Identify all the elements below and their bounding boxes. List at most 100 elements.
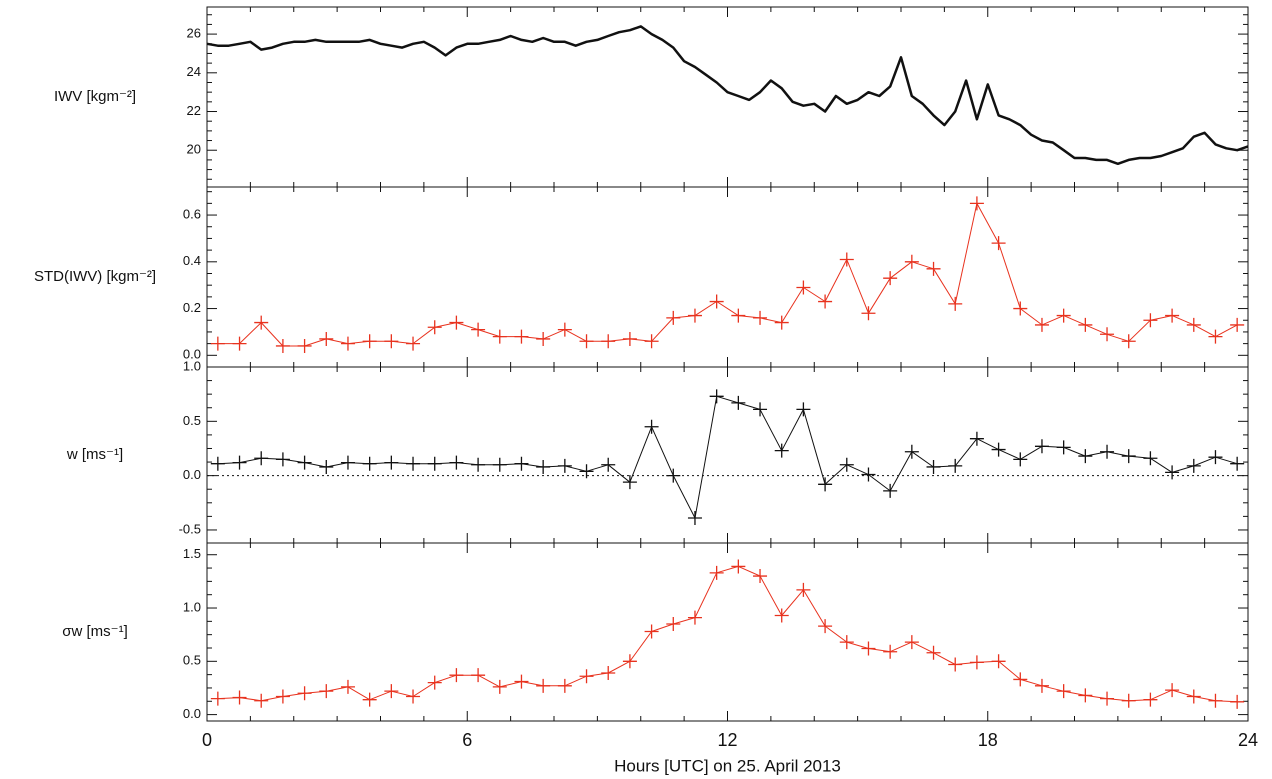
data-marker [362, 692, 377, 707]
data-marker [449, 668, 464, 683]
data-marker [1143, 313, 1158, 328]
data-marker [210, 456, 225, 471]
data-marker [492, 329, 507, 344]
data-marker [536, 678, 551, 693]
data-marker [1078, 449, 1093, 464]
y-tick-label: 0.0 [183, 347, 201, 362]
data-marker [340, 679, 355, 694]
data-marker [1165, 465, 1180, 480]
y-tick-label: 0.4 [183, 253, 201, 268]
data-marker [471, 322, 486, 337]
data-marker [210, 691, 225, 706]
data-marker [731, 395, 746, 410]
data-marker [579, 334, 594, 349]
y-axis-label: STD(IWV) [kgm⁻²] [34, 268, 156, 285]
data-marker [319, 684, 334, 699]
data-marker [926, 645, 941, 660]
y-tick-label: 24 [187, 64, 201, 79]
y-tick-label: 26 [187, 26, 201, 41]
data-marker [297, 686, 312, 701]
data-marker [254, 693, 269, 708]
data-marker [796, 280, 811, 295]
data-marker [753, 569, 768, 584]
data-marker [406, 456, 421, 471]
data-marker [557, 678, 572, 693]
data-marker [1230, 317, 1245, 332]
y-axis-label: w [ms⁻¹] [66, 446, 123, 463]
data-marker [1034, 678, 1049, 693]
data-marker [514, 329, 529, 344]
data-marker [991, 442, 1006, 457]
data-marker [774, 608, 789, 623]
data-marker [948, 657, 963, 672]
data-marker [275, 689, 290, 704]
data-marker [969, 431, 984, 446]
data-marker [406, 336, 421, 351]
data-marker [818, 294, 833, 309]
data-marker [1186, 317, 1201, 332]
data-marker [687, 308, 702, 323]
data-marker [1143, 692, 1158, 707]
y-tick-label: 0.5 [183, 653, 201, 668]
y-tick-label: 22 [187, 103, 201, 118]
data-marker [254, 315, 269, 330]
data-marker [644, 419, 659, 434]
data-marker [731, 559, 746, 574]
data-marker [275, 338, 290, 353]
data-marker [948, 296, 963, 311]
data-marker [644, 624, 659, 639]
data-marker [1078, 688, 1093, 703]
x-tick-label: 24 [1238, 730, 1258, 750]
x-tick-label: 0 [202, 730, 212, 750]
data-marker [1034, 317, 1049, 332]
data-marker [753, 402, 768, 417]
data-marker [1056, 440, 1071, 455]
data-marker [644, 334, 659, 349]
data-marker [601, 457, 616, 472]
data-marker [232, 690, 247, 705]
data-marker [449, 455, 464, 470]
data-marker [471, 457, 486, 472]
data-marker [1165, 308, 1180, 323]
data-marker [384, 334, 399, 349]
data-marker [1121, 449, 1136, 464]
y-tick-label: 1.0 [183, 599, 201, 614]
data-marker [731, 308, 746, 323]
data-marker [774, 443, 789, 458]
data-marker [839, 252, 854, 267]
data-marker [904, 635, 919, 650]
data-marker [1013, 452, 1028, 467]
data-marker [883, 644, 898, 659]
data-marker [883, 483, 898, 498]
data-marker [1013, 672, 1028, 687]
y-tick-label: 0.0 [183, 706, 201, 721]
data-marker [796, 582, 811, 597]
data-marker [969, 655, 984, 670]
data-marker [1078, 317, 1093, 332]
data-marker [557, 322, 572, 337]
data-marker [861, 467, 876, 482]
y-tick-label: 0.5 [183, 413, 201, 428]
data-marker [232, 336, 247, 351]
data-marker [297, 338, 312, 353]
data-marker [622, 654, 637, 669]
data-marker [622, 331, 637, 346]
data-marker [904, 444, 919, 459]
data-marker [210, 336, 225, 351]
data-marker [774, 315, 789, 330]
x-axis-label: Hours [UTC] on 25. April 2013 [614, 756, 841, 775]
data-marker [471, 668, 486, 683]
data-marker [622, 475, 637, 490]
data-line [217, 565, 1238, 703]
data-marker [926, 261, 941, 276]
data-marker [601, 666, 616, 681]
data-marker [362, 334, 377, 349]
data-marker [536, 331, 551, 346]
data-marker [883, 271, 898, 286]
y-axis-label: σw [ms⁻¹] [62, 623, 128, 640]
y-tick-label: 1.0 [183, 358, 201, 373]
data-marker [406, 689, 421, 704]
data-marker [666, 468, 681, 483]
data-marker [753, 310, 768, 325]
